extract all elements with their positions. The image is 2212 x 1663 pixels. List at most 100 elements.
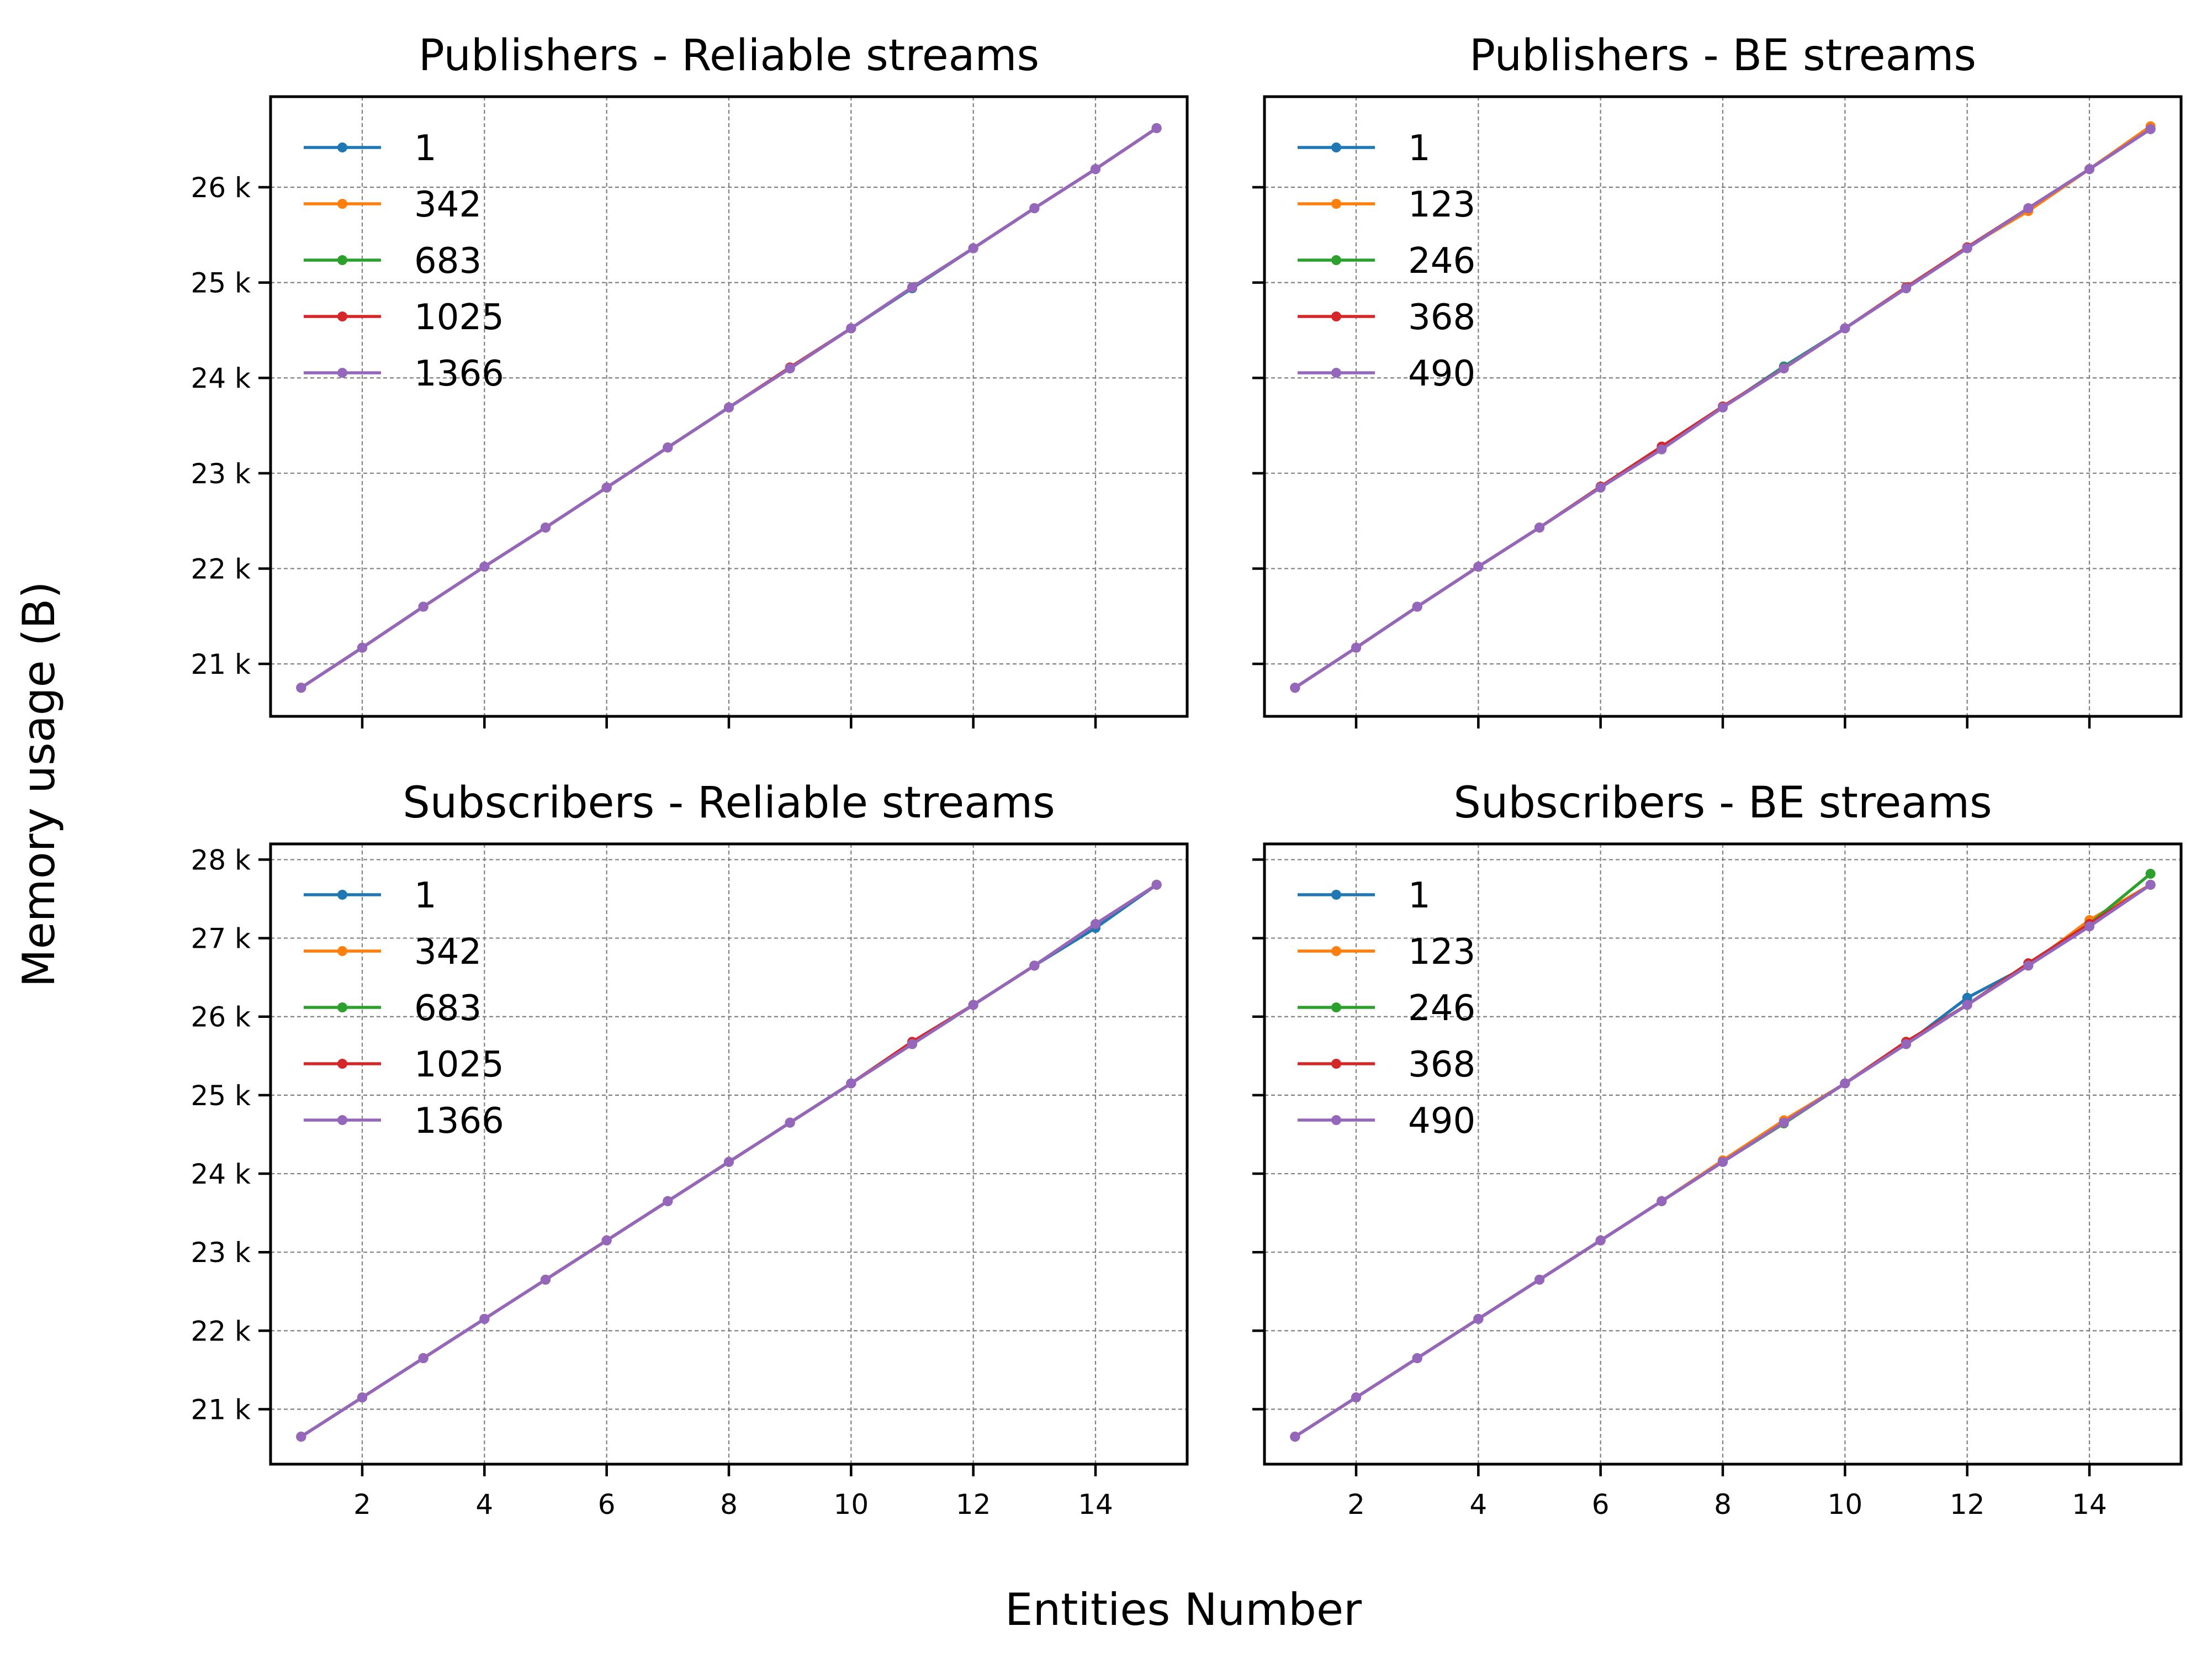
data-point [1151,123,1162,133]
data-point [296,1432,306,1442]
data-point [1029,203,1040,213]
legend: 1 123 246 368 490 [1298,875,1475,1142]
data-point [479,1314,490,1324]
data-point [1351,642,1361,653]
legend-label: 123 [1408,184,1475,225]
legend-entry: 1366 [304,353,504,394]
legend-label: 1366 [414,1101,504,1142]
data-point [1595,1235,1606,1245]
legend-swatch-marker [1331,1115,1341,1125]
y-tick-label: 24 k [191,1158,251,1190]
y-tick-label: 28 k [191,844,251,876]
data-point [968,243,978,254]
legend-swatch-marker [1331,1002,1341,1012]
data-point [785,1117,795,1128]
legend-label: 683 [414,241,481,282]
legend-label: 1025 [414,297,504,338]
legend-entry: 368 [1298,297,1475,338]
data-point [1595,482,1606,493]
legend-swatch-marker [1331,312,1341,321]
data-point [1779,1117,1789,1128]
x-tick-label: 12 [1950,1488,1985,1521]
legend-label: 1 [414,875,437,916]
legend-swatch-marker [1331,199,1341,209]
data-point [785,363,795,373]
data-point [2084,164,2094,175]
legend-entry: 1 [1298,875,1431,916]
data-point [2084,921,2094,932]
legend-label: 1 [1408,875,1431,916]
legend: 1 342 683 1025 1366 [304,128,504,394]
legend-swatch-marker [337,890,347,900]
legend-label: 1366 [414,353,504,394]
legend-entry: 683 [304,241,481,282]
data-point [1901,283,1911,293]
y-tick-label: 22 k [191,1315,251,1347]
data-point [1029,960,1040,971]
axes-frame [1263,842,2183,1466]
axes-frame [269,95,1189,718]
data-point [907,1039,917,1049]
y-tick-label: 21 k [191,648,251,680]
y-tick-label: 24 k [191,362,251,394]
legend: 1 342 683 1025 1366 [304,875,504,1142]
data-point [418,601,428,612]
legend-label: 342 [414,932,481,973]
subplot-3: Subscribers - Reliable streams 2 4 6 8 10 12 14… [191,778,1189,1521]
x-tick-label: 12 [956,1488,991,1521]
legend-label: 1025 [414,1044,504,1085]
x-tick-label: 10 [1828,1488,1863,1521]
data-point [479,561,490,572]
data-point [1962,243,1972,254]
x-tick-label: 14 [2072,1488,2107,1521]
data-point [1962,992,1972,1003]
data-point [357,1392,367,1403]
data-point [1091,164,1100,175]
data-point [296,683,306,693]
legend-label: 490 [1408,1101,1475,1142]
legend-label: 683 [414,988,481,1029]
legend-swatch-marker [1331,1059,1341,1069]
subplot-title: Publishers - BE streams [1469,31,1976,81]
data-point [968,1000,978,1010]
x-tick-label: 8 [720,1488,738,1521]
x-tick-label: 4 [1469,1488,1487,1521]
x-tick-label: 4 [475,1488,493,1521]
legend-entry: 1 [304,128,437,169]
legend-entry: 246 [1298,988,1475,1029]
data-point [1290,1432,1300,1442]
subplot-title: Subscribers - Reliable streams [403,778,1055,828]
legend-label: 368 [1408,1044,1475,1085]
x-tick-label: 2 [353,1488,371,1521]
data-point [1718,402,1728,413]
legend-entry: 342 [304,932,481,973]
x-tick-label: 6 [598,1488,616,1521]
series-1366 [296,123,1162,693]
data-point [1657,1196,1667,1206]
data-point [907,282,917,293]
legend-label: 342 [414,184,481,225]
legend-swatch-marker [337,312,347,321]
legend-swatch-marker [1331,946,1341,956]
legend-entry: 1025 [304,1044,504,1085]
y-tick-label: 27 k [191,923,251,955]
y-tick-label: 22 k [191,553,251,585]
data-point [1718,1157,1728,1167]
legend-swatch-marker [337,255,347,265]
legend-swatch-marker [337,946,347,956]
data-point [1412,601,1422,612]
legend-entry: 1 [304,875,437,916]
legend-swatch-marker [1331,255,1341,265]
data-point [541,522,551,533]
data-point [1151,879,1162,890]
series-490 [1290,124,2156,693]
data-point [1779,363,1789,373]
subplot-2: Publishers - BE streams 1 123 246 368 490 [1252,31,2183,728]
data-point [1290,683,1300,693]
data-point [1351,1392,1361,1403]
data-point [724,402,734,413]
data-point [1412,1353,1422,1364]
data-point [1534,1274,1544,1285]
data-point [541,1274,551,1285]
